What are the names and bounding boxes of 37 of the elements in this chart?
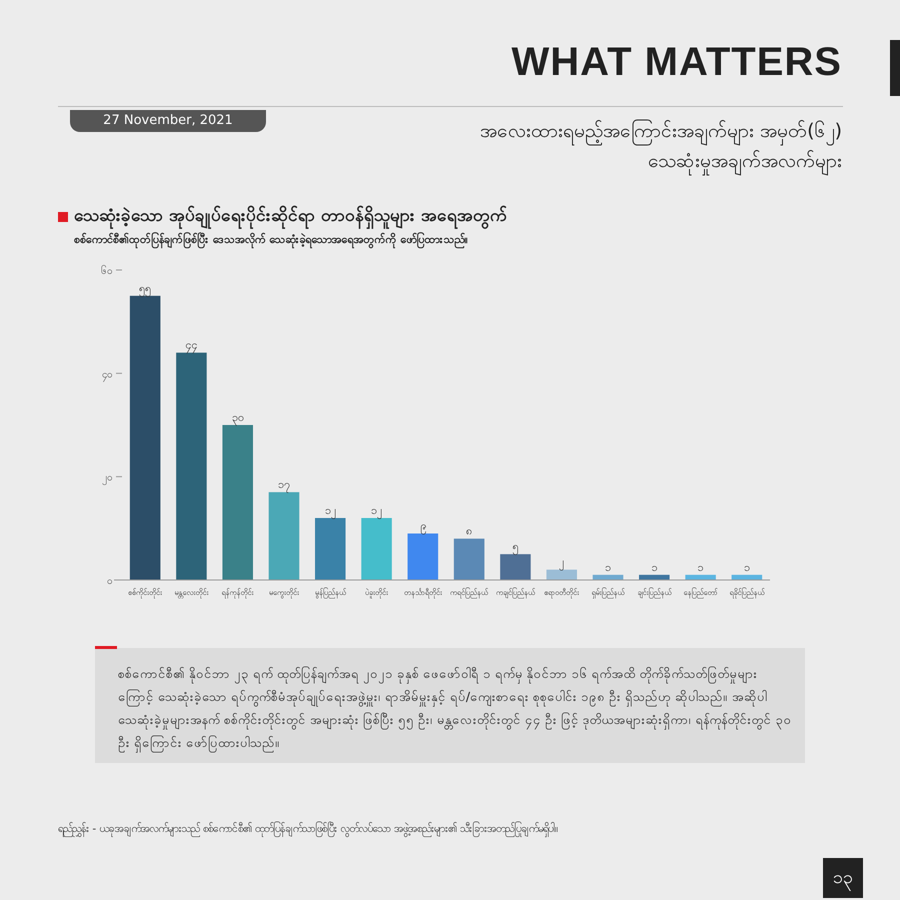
data-label: ၁ [651, 560, 658, 574]
text: ၁၃ [823, 858, 863, 898]
text: သေဆုံးမှုအချက်အလက်များ [648, 149, 842, 176]
bar [130, 296, 160, 580]
y-tick-label: ၆၀ [101, 264, 112, 277]
text: 27 November, 2021 [70, 110, 266, 132]
data-label: ၉ [420, 520, 426, 534]
data-label: ၅ [512, 540, 518, 556]
chart-subtitle: စစ်ကောင်စီ၏ထုတ်ပြန်ချက်ဖြစ်ပြီး ဒေသအလိုက် သေဆုံးခဲ့ရသောအရေအတွက်ကို ဖော်ပြထားသည်။ [74, 232, 468, 248]
data-label: ၅၅ [139, 282, 152, 297]
bar [268, 492, 300, 580]
data-label: ၁၂ [371, 504, 382, 519]
data-label: ၁၇ [278, 478, 290, 494]
data-label: ၁ [698, 560, 704, 574]
bar [500, 554, 531, 580]
bar [222, 425, 253, 580]
bar [361, 518, 392, 580]
data-label: ၁ [744, 560, 750, 574]
data-label: ၂ [559, 556, 564, 571]
bar [176, 352, 207, 580]
data-label: ၁ [605, 560, 611, 574]
y-tick-label: ၄၀ [102, 369, 112, 382]
text: အလေးထားရမည့်အကြောင်းအချက်များ အမှတ်(၆၂) [480, 118, 842, 146]
text: ရည်ညွှန်း - ယခုအချက်အလက်များသည် စစ်ကောင်စီ၏ ထုတ်ပြန်ချက်သာဖြစ်ပြီး လွတ်လပ်သော အဖွဲ့အစည်းများ၏ သီးခြားအတည်ပြုချက်မရှိပါ။ [58, 822, 560, 837]
text: စစ်ကောင်စီ၏ နိုဝင်ဘာ ၂၃ ရက် ထုတ်ပြန်ချက်အရ ၂၀၂၁ ခုနှစ် ဖေဖော်ဝါရီ ၁ ရက်မှ နိုဝင်ဘာ ၁၆ ရက်အထိ တိုက်ခိုက်သတ်ဖြတ်မှုများကြောင့် သေဆုံးခဲ့သော ရပ်ကွက်စီမံအုပ်ချုပ်ရေးအဖွဲ့မှူး၊ ရာအိမ်မှူးနှင့် ရပ်/ကျေးစာရေး စုစုပေါင်း ၁၉၈ ဦး ရှိသည်ဟု ဆိုပါသည်။ အဆိုပါ သေဆုံးခဲ့မှုများအနက် စစ်ကိုင်းတိုင်းတွင် အများဆုံး ဖြစ်ပြီး ၅၅ ဦး၊ မန္တလေးတိုင်းတွင် ၄၄ ဦး ဖြင့် ဒုတိယအများဆုံးရှိကာ၊ ရန်ကုန်တိုင်းတွင် ၃၀ ဦး ရှိကြောင်း ဖော်ပြထားပါသည်။ [118, 665, 793, 754]
text: WHAT MATTERS [512, 40, 842, 85]
y-tick-label: ၀ [107, 576, 112, 587]
data-label: ၁၂ [324, 504, 336, 519]
data-label: ၈ [466, 524, 472, 538]
data-label: ၄၄ [185, 338, 198, 354]
bar [315, 518, 346, 580]
bar [408, 534, 438, 580]
bar [546, 570, 577, 580]
data-label: ၃၀ [232, 411, 244, 426]
bar [454, 538, 484, 580]
chart-title: သေဆုံးခဲ့သော အုပ်ချုပ်ရေးပိုင်းဆိုင်ရာ တာဝန်ရှိသူများ အရေအတွက် [74, 204, 507, 229]
y-tick-label: ၂၀ [102, 472, 112, 486]
